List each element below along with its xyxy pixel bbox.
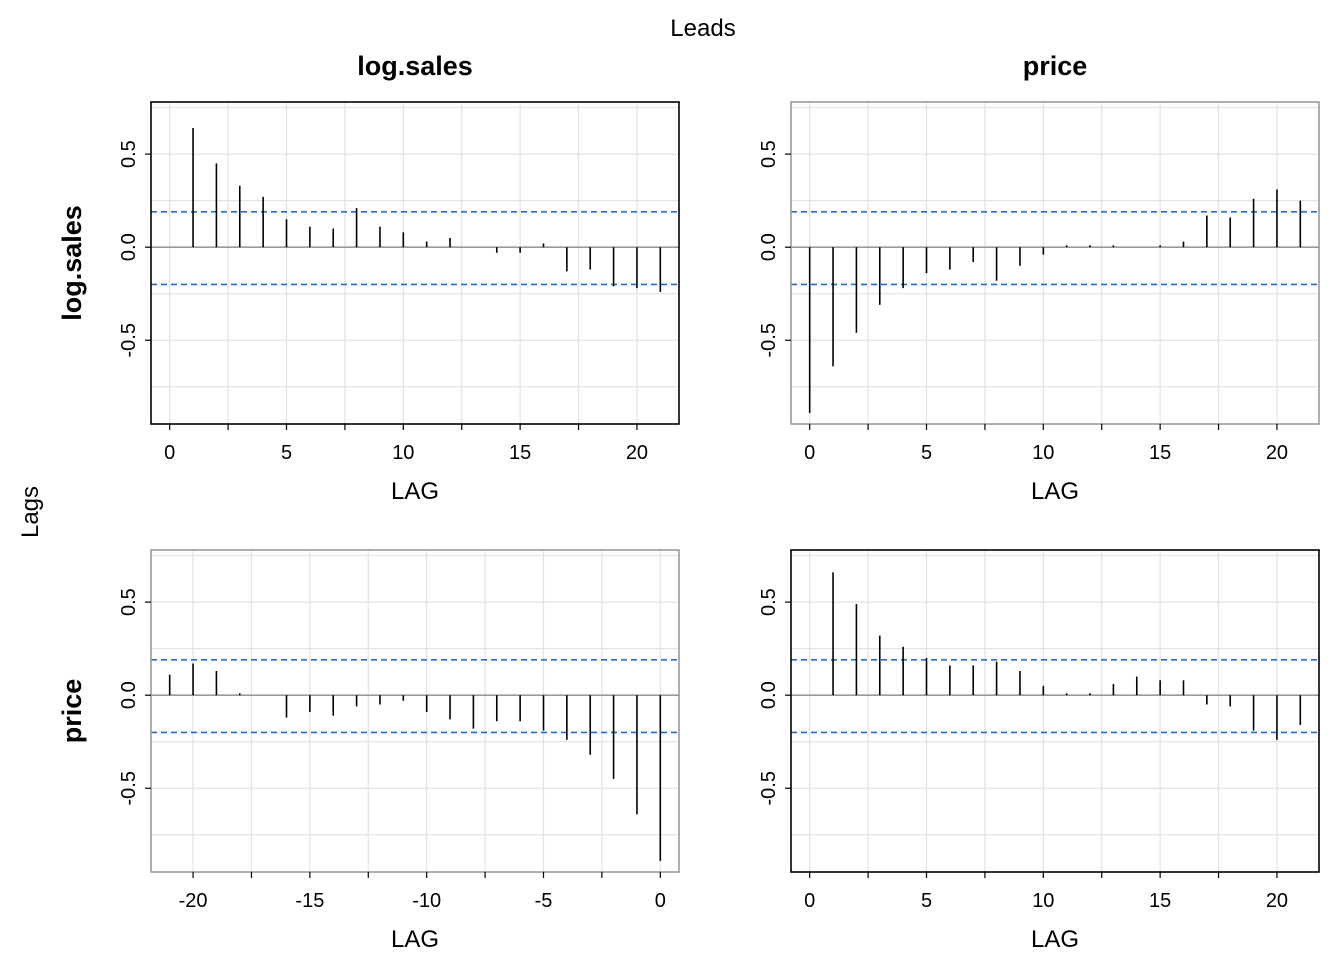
x-tick-label: 10 [392, 442, 414, 464]
y-tick-label: 0.5 [118, 140, 140, 168]
x-tick-label: 0 [164, 442, 175, 464]
plot-background [791, 102, 1319, 424]
ccf-panel-top-right: 0 5 10 15 20 -0.5 0.0 0.5 LAG price [758, 51, 1320, 505]
ccf-panel-bottom-right: 0 5 10 15 20 -0.5 0.0 0.5 LAG [758, 549, 1320, 953]
x-tick-label: 10 [1032, 890, 1054, 912]
plot-background [791, 550, 1319, 872]
x-tick-label: 0 [804, 442, 815, 464]
plot-frame [790, 549, 1320, 873]
x-tick-label: -15 [295, 890, 324, 912]
plot-frame [150, 549, 680, 873]
x-tick-label: 5 [921, 890, 932, 912]
plot-background [151, 102, 679, 424]
x-tick-label: 20 [1266, 890, 1288, 912]
x-axis-label: LAG [1031, 478, 1079, 505]
y-tick-label: -0.5 [758, 323, 780, 357]
y-tick-label: 0.5 [118, 588, 140, 616]
y-tick-label: -0.5 [118, 323, 140, 357]
y-tick-label: -0.5 [758, 771, 780, 805]
x-tick-label: 5 [281, 442, 292, 464]
y-tick-label: 0.0 [758, 681, 780, 709]
y-tick-label: 0.0 [758, 233, 780, 261]
ccf-panel-bottom-left: -20 -15 -10 -5 0 -0.5 0.0 0.5 LAG price [57, 549, 680, 953]
x-tick-label: 0 [655, 890, 666, 912]
leads-label: Leads [670, 15, 735, 42]
x-tick-label: 15 [509, 442, 531, 464]
x-axis-label: LAG [391, 478, 439, 505]
x-axis-label: LAG [1031, 926, 1079, 953]
y-tick-label: -0.5 [118, 771, 140, 805]
y-tick-label: 0.5 [758, 140, 780, 168]
lags-label: Lags [17, 486, 44, 538]
y-tick-label: 0.0 [118, 233, 140, 261]
x-tick-label: -20 [179, 890, 208, 912]
panels: 0 5 10 15 20-0.50.00.5LAGlog.saleslog.sales0… [57, 51, 1320, 953]
x-tick-label: -10 [412, 890, 441, 912]
column-title: log.sales [357, 51, 473, 81]
y-tick-label: 0.5 [758, 588, 780, 616]
x-tick-label: 20 [626, 442, 648, 464]
column-title: price [1023, 51, 1088, 81]
x-tick-label: 0 [804, 890, 815, 912]
x-tick-label: 20 [1266, 442, 1288, 464]
y-tick-label: 0.0 [118, 681, 140, 709]
row-label: log.sales [57, 205, 87, 321]
x-tick-label: 5 [921, 442, 932, 464]
plot-frame [790, 101, 1320, 425]
row-label: price [57, 679, 87, 744]
x-axis-label: LAG [391, 926, 439, 953]
plot-background [151, 550, 679, 872]
plot-frame [150, 101, 680, 425]
x-tick-label: 10 [1032, 442, 1054, 464]
x-tick-label: 15 [1149, 890, 1171, 912]
ccf-panel-top-left: 0 5 10 15 20 -0.5 0.0 0.5 LAG log.sales log.sales [57, 51, 680, 505]
x-tick-label: 15 [1149, 442, 1171, 464]
x-tick-label: -5 [535, 890, 553, 912]
